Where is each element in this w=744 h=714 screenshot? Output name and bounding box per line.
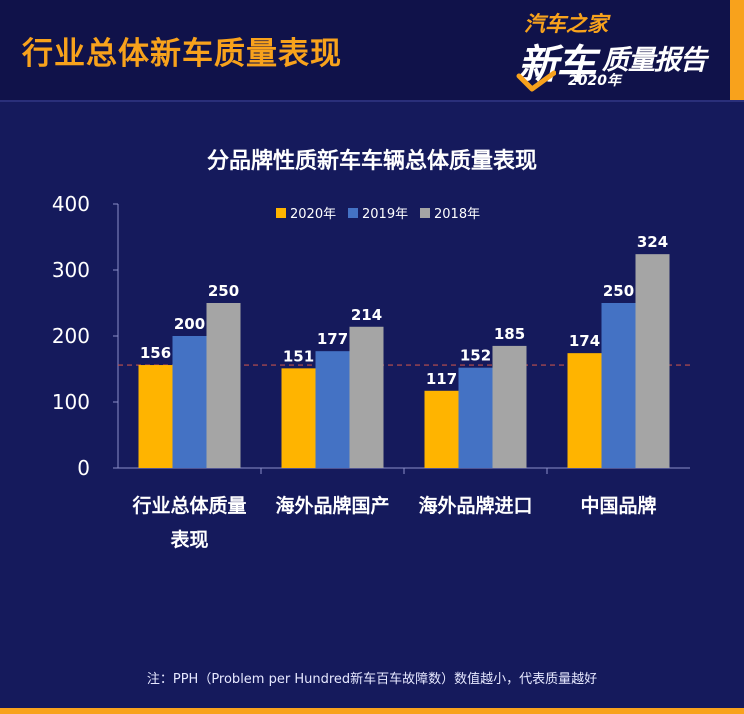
x-tick-label: 表现	[170, 528, 208, 551]
x-tick-label: 行业总体质量	[131, 494, 246, 517]
data-label: 174	[569, 332, 600, 350]
logo-brand: 汽车之家	[524, 12, 608, 36]
data-label: 177	[317, 330, 348, 348]
legend-label: 2018年	[434, 207, 480, 222]
chart-title: 分品牌性质新车车辆总体质量表现	[207, 148, 537, 174]
bar	[315, 351, 350, 468]
logo-year: 2020年	[568, 73, 621, 89]
page-title: 行业总体新车质量表现	[22, 36, 342, 72]
data-label: 324	[637, 233, 668, 251]
logo-main-part2: 质量报告	[602, 45, 707, 76]
legend-label: 2019年	[362, 207, 408, 222]
y-tick-label: 0	[77, 456, 90, 480]
data-label: 250	[603, 282, 634, 300]
checkmark-icon	[516, 70, 556, 92]
header-divider	[0, 100, 744, 102]
data-label: 151	[283, 347, 314, 365]
logo-main-part1: 新车	[518, 42, 596, 88]
legend-swatch	[420, 208, 430, 218]
x-tick-label: 中国品牌	[580, 494, 656, 517]
x-tick-label: 海外品牌国产	[275, 494, 389, 517]
bar	[424, 390, 459, 468]
y-tick-label: 400	[52, 192, 90, 216]
report-logo: 汽车之家 新车 质量报告 2020年	[510, 8, 710, 92]
bottom-accent-bar	[0, 708, 744, 714]
legend-label: 2020年	[290, 207, 336, 222]
bar	[349, 326, 384, 468]
x-tick-label: 海外品牌进口	[418, 494, 532, 517]
data-label: 185	[494, 325, 525, 343]
header-bar	[0, 0, 744, 100]
corner-accent-bar	[730, 0, 744, 100]
data-label: 200	[174, 315, 205, 333]
bar	[206, 303, 241, 468]
bar	[138, 365, 173, 468]
data-label: 214	[351, 306, 382, 324]
data-label: 250	[208, 282, 239, 300]
legend-swatch	[348, 208, 358, 218]
bar	[635, 254, 670, 468]
bar	[172, 336, 207, 468]
data-label: 117	[426, 370, 457, 388]
bar	[458, 367, 493, 468]
bar	[492, 345, 527, 468]
y-tick-label: 200	[52, 324, 90, 348]
legend-swatch	[276, 208, 286, 218]
bar	[281, 368, 316, 468]
data-label: 152	[460, 347, 491, 365]
y-tick-label: 300	[52, 258, 90, 282]
y-tick-label: 100	[52, 390, 90, 414]
bar	[601, 303, 636, 468]
bar	[567, 353, 602, 468]
footnote: 注：PPH（Problem per Hundred新车百车故障数）数值越小，代表…	[146, 672, 598, 687]
data-label: 156	[140, 344, 171, 362]
